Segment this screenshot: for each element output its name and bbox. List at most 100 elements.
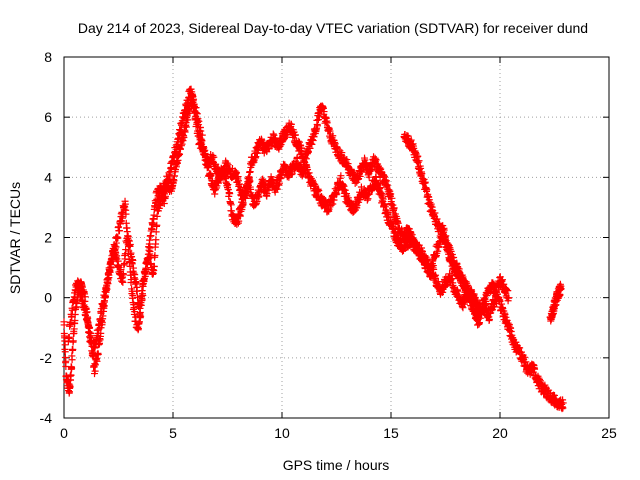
data-point (162, 185, 170, 193)
data-point (309, 137, 317, 145)
data-point (100, 302, 108, 310)
data-point (97, 324, 105, 332)
data-point (107, 264, 115, 272)
data-point (226, 190, 234, 198)
data-point (559, 399, 567, 407)
data-point (448, 251, 456, 258)
y-tick-label: 6 (44, 109, 52, 125)
data-point (314, 122, 322, 130)
data-point (184, 116, 192, 124)
series-track-a (60, 90, 567, 413)
data-point (475, 319, 483, 327)
y-axis-label: SDTVAR / TECUs (7, 182, 23, 294)
data-point (418, 170, 426, 178)
data-point (287, 170, 295, 178)
data-point (556, 291, 564, 299)
data-point (417, 164, 425, 172)
data-point (353, 201, 361, 209)
data-point (367, 167, 375, 175)
data-point (291, 131, 299, 139)
data-point (88, 342, 96, 350)
data-point (314, 185, 322, 193)
data-point (153, 196, 161, 204)
data-point (233, 169, 241, 177)
data-point (78, 290, 86, 298)
data-point (340, 182, 348, 190)
data-point (387, 190, 395, 198)
data-point (315, 112, 323, 120)
data-point (411, 237, 419, 245)
data-point (329, 200, 337, 208)
data-point (327, 201, 335, 209)
data-point (505, 294, 513, 302)
data-point (109, 254, 117, 262)
data-point (427, 200, 435, 208)
data-point (144, 255, 152, 263)
data-point (180, 114, 188, 122)
data-point (485, 315, 493, 323)
y-tick-label: -2 (40, 350, 53, 366)
data-point (123, 224, 131, 232)
data-point (438, 226, 446, 234)
data-point (223, 159, 231, 167)
data-point (93, 357, 101, 365)
data-point (372, 156, 380, 164)
data-point (79, 298, 87, 306)
data-point (136, 308, 144, 316)
data-point (112, 239, 120, 247)
y-tick-label: 0 (44, 290, 52, 306)
data-point (310, 133, 318, 141)
data-point (450, 254, 458, 262)
data-point (127, 271, 135, 279)
data-point (149, 221, 157, 229)
data-point (414, 158, 422, 166)
data-point (188, 88, 196, 96)
data-point (427, 272, 435, 280)
data-point (426, 266, 434, 274)
data-series (60, 85, 567, 413)
data-point (259, 177, 267, 185)
data-point (559, 396, 567, 404)
data-point (191, 108, 199, 116)
data-point (91, 367, 99, 375)
data-point (146, 236, 154, 244)
data-point (287, 120, 295, 128)
data-point (239, 199, 247, 207)
data-point (105, 274, 113, 282)
data-point (505, 320, 513, 328)
data-point (356, 172, 364, 180)
data-point (69, 345, 77, 353)
data-point (218, 173, 226, 181)
data-point (490, 303, 498, 311)
data-point (124, 241, 132, 249)
data-point (470, 290, 478, 298)
data-point (315, 187, 323, 195)
data-point (253, 149, 261, 157)
data-point (329, 132, 337, 140)
data-point (173, 145, 181, 153)
data-point (146, 244, 154, 252)
data-point (390, 204, 398, 212)
data-point (428, 203, 436, 211)
data-point (210, 153, 218, 161)
data-point (478, 309, 486, 317)
data-point (557, 285, 565, 293)
data-point (246, 168, 254, 176)
data-point (68, 356, 76, 364)
data-point (447, 248, 455, 256)
data-point (512, 338, 520, 346)
data-point (416, 246, 424, 254)
data-point (136, 312, 144, 320)
data-point (82, 305, 90, 313)
data-point (130, 304, 138, 312)
data-point (551, 391, 558, 399)
data-point (280, 134, 288, 142)
data-point (504, 287, 512, 295)
data-point (66, 383, 74, 391)
data-point (407, 136, 415, 144)
x-axis-ticks: 0 5 10 15 20 25 (60, 57, 617, 441)
data-point (119, 278, 127, 286)
chart-title: Day 214 of 2023, Sidereal Day-to-day VTE… (78, 20, 588, 36)
data-point (351, 179, 359, 187)
